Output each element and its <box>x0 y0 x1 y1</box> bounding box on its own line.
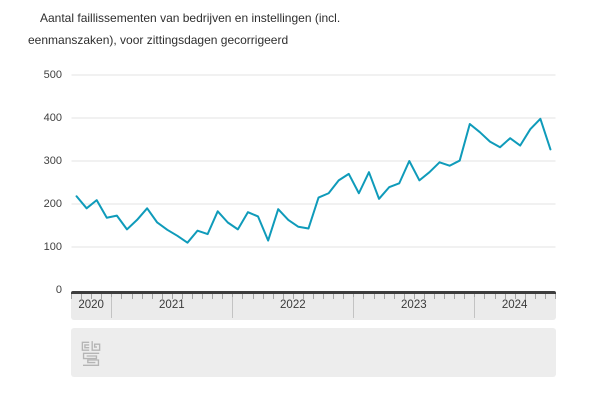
slider-year-label-2021: 2021 <box>159 299 185 311</box>
slider-top-bar <box>71 291 556 294</box>
y-axis-label: 500 <box>43 68 62 81</box>
slider-month-tick <box>534 294 536 299</box>
chart-title: Aantal faillissementen van bedrijven en … <box>28 7 408 51</box>
slider-year-separator <box>232 297 234 318</box>
slider-month-tick <box>181 294 183 299</box>
slider-month-tick <box>232 294 234 299</box>
slider-month-tick <box>474 294 476 299</box>
slider-month-tick <box>252 294 254 299</box>
y-axis-label: 200 <box>43 197 62 210</box>
slider-month-tick <box>444 294 446 299</box>
cbs-logo-icon <box>81 341 101 367</box>
y-axis-label: 300 <box>43 154 62 167</box>
slider-month-tick <box>544 294 546 299</box>
slider-month-tick <box>111 294 113 299</box>
slider-year-separator <box>111 297 113 318</box>
slider-month-tick <box>272 294 274 299</box>
slider-year-label-2024: 2024 <box>501 299 528 311</box>
slider-month-tick <box>504 294 506 299</box>
slider-month-tick <box>91 294 93 299</box>
slider-year-separator <box>353 297 355 318</box>
slider-month-tick <box>484 294 486 299</box>
slider-month-tick <box>192 294 193 299</box>
y-axis-label: 0 <box>55 283 62 296</box>
slider-month-tick <box>222 294 224 299</box>
slider-month-tick <box>464 294 466 299</box>
slider-month-tick <box>202 294 204 299</box>
chart-footer <box>71 328 556 377</box>
chart-title-line-1: Aantal faillissementen van bedrijven en … <box>40 11 341 25</box>
slider-month-tick <box>313 294 314 299</box>
slider-year-label-2022: 2022 <box>280 299 306 311</box>
slider-month-tick <box>101 294 103 299</box>
slider-month-tick <box>353 294 355 299</box>
slider-month-tick <box>212 294 214 299</box>
slider-month-tick <box>413 294 415 299</box>
slider-month-tick <box>423 294 425 299</box>
slider-year-label-2023: 2023 <box>401 299 427 311</box>
chart-title-line-2: eenmanszaken), voor zittingsdagen gecorr… <box>28 33 289 47</box>
slider-month-tick <box>141 294 143 299</box>
slider-month-tick <box>302 294 304 299</box>
data-line-faillissementen <box>75 117 552 244</box>
slider-month-tick <box>333 294 335 299</box>
y-axis-label: 400 <box>43 111 62 124</box>
time-slider[interactable]: 2020 2021 2022 2023 2024 <box>71 291 556 320</box>
slider-month-tick <box>555 294 556 299</box>
slider-month-tick <box>454 294 456 299</box>
slider-month-tick <box>161 294 163 299</box>
slider-month-tick <box>292 294 294 299</box>
slider-month-tick <box>403 294 405 299</box>
slider-month-tick <box>151 294 153 299</box>
slider-month-tick <box>71 294 72 299</box>
slider-month-tick <box>131 294 133 299</box>
slider-month-tick <box>494 294 496 299</box>
slider-month-tick <box>323 294 325 299</box>
slider-month-tick <box>81 294 83 299</box>
slider-month-tick <box>434 294 435 299</box>
slider-year-label-2020: 2020 <box>78 299 104 311</box>
slider-month-tick <box>363 294 365 299</box>
slider-month-tick <box>373 294 375 299</box>
slider-year-separator <box>474 297 476 318</box>
slider-month-tick <box>262 294 264 299</box>
slider-month-tick <box>514 294 516 299</box>
slider-month-tick <box>282 294 284 299</box>
slider-month-tick <box>121 294 123 299</box>
y-axis-label: 100 <box>43 240 62 253</box>
slider-month-tick <box>383 294 385 299</box>
slider-month-tick <box>393 294 395 299</box>
slider-month-tick <box>343 294 345 299</box>
slider-month-tick <box>242 294 244 299</box>
slider-month-tick <box>171 294 173 299</box>
slider-month-tick <box>524 294 526 299</box>
